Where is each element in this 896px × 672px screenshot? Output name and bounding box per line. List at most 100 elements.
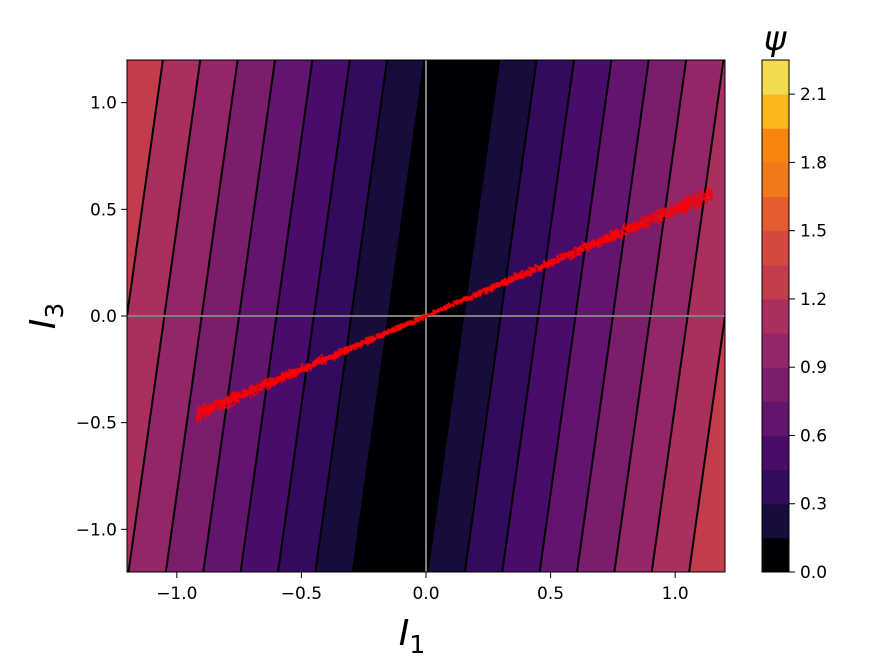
- scatter-point: [299, 368, 303, 371]
- scatter-point: [620, 229, 624, 232]
- scatter-point: [343, 352, 346, 356]
- scatter-point: [603, 238, 607, 242]
- scatter-point: [642, 223, 646, 227]
- scatter-point: [284, 372, 288, 375]
- scatter-point: [528, 273, 532, 277]
- scatter-point: [235, 399, 239, 402]
- colorbar-segment: [762, 469, 789, 505]
- scatter-point: [548, 260, 552, 264]
- scatter-point: [214, 403, 218, 406]
- y-tick-label: −0.5: [76, 414, 117, 434]
- scatter-point: [202, 413, 206, 417]
- x-tick-label: 0.0: [412, 584, 439, 604]
- scatter-point: [254, 388, 258, 391]
- scatter-point: [690, 196, 694, 200]
- scatter-point: [482, 289, 486, 292]
- scatter-point: [555, 254, 559, 258]
- scatter-point: [412, 321, 416, 325]
- scatter-point: [275, 381, 278, 385]
- scatter-point: [325, 358, 328, 362]
- colorbar-tick-label: 1.2: [800, 290, 827, 310]
- scatter-point: [451, 303, 454, 306]
- scatter-point: [665, 216, 669, 220]
- scatter-point: [518, 271, 522, 275]
- scatter-point: [350, 348, 353, 351]
- scatter-point: [663, 207, 667, 211]
- colorbar-tick-label: 2.1: [800, 85, 827, 105]
- scatter-point: [233, 402, 237, 406]
- scatter-point: [445, 307, 448, 311]
- scatter-point: [705, 192, 709, 196]
- scatter-point: [680, 198, 684, 202]
- scatter-point: [337, 349, 341, 353]
- scatter-point: [588, 243, 591, 246]
- scatter-point: [286, 376, 290, 380]
- scatter-point: [324, 361, 327, 365]
- colorbar-segment: [762, 367, 789, 402]
- scatter-point: [510, 275, 514, 278]
- scatter-point: [300, 363, 304, 366]
- scatter-point: [201, 408, 205, 411]
- scatter-point: [592, 245, 596, 249]
- scatter-point: [634, 221, 638, 225]
- scatter-point: [399, 327, 402, 331]
- scatter-point: [501, 279, 505, 282]
- scatter-point: [355, 347, 358, 351]
- scatter-point: [287, 373, 290, 376]
- scatter-point: [227, 396, 231, 400]
- scatter-point: [660, 213, 664, 217]
- scatter-point: [315, 362, 319, 366]
- scatter-point: [595, 241, 599, 245]
- scatter-point: [212, 405, 216, 409]
- colorbar-segment: [762, 537, 789, 573]
- scatter-point: [634, 226, 638, 230]
- scatter-point: [195, 420, 199, 424]
- scatter-point: [551, 264, 555, 267]
- scatter-point: [429, 312, 433, 316]
- scatter-point: [656, 209, 660, 213]
- colorbar-tick-label: 0.3: [800, 495, 827, 515]
- scatter-point: [627, 224, 631, 228]
- scatter-point: [570, 253, 574, 257]
- scatter-point: [417, 319, 421, 323]
- scatter-point: [551, 259, 555, 262]
- scatter-point: [566, 253, 570, 257]
- y-axis: −1.0 −0.5 0.0 0.5 1.0: [76, 94, 127, 540]
- colorbar-segment: [762, 94, 789, 129]
- scatter-point: [699, 193, 703, 197]
- scatter-point: [512, 279, 515, 283]
- scatter-point: [343, 348, 347, 351]
- scatter-point: [699, 201, 703, 204]
- scatter-point: [605, 233, 608, 237]
- scatter-point: [690, 199, 693, 203]
- contour-band: [876, 60, 896, 572]
- scatter-point: [230, 403, 234, 407]
- scatter-point: [506, 278, 510, 282]
- scatter-point: [271, 380, 275, 383]
- plot-area: [0, 60, 896, 572]
- scatter-point: [366, 343, 369, 346]
- scatter-point: [222, 398, 226, 402]
- scatter-point: [585, 246, 588, 250]
- scatter-point: [352, 345, 356, 348]
- scatter-point: [521, 276, 525, 280]
- scatter-point: [432, 310, 436, 313]
- scatter-point: [313, 363, 317, 367]
- scatter-point: [526, 269, 529, 273]
- scatter-point: [694, 208, 698, 211]
- scatter-point: [405, 322, 409, 325]
- scatter-point: [657, 220, 660, 224]
- scatter-point: [678, 211, 681, 215]
- scatter-point: [697, 195, 700, 199]
- scatter-point: [209, 405, 212, 409]
- scatter-point: [687, 197, 691, 201]
- scatter-point: [584, 242, 588, 246]
- scatter-point: [631, 224, 635, 228]
- contour-line: [0, 60, 13, 572]
- scatter-point: [455, 302, 458, 305]
- scatter-point: [681, 203, 684, 207]
- scatter-point: [355, 344, 359, 347]
- scatter-point: [599, 238, 602, 242]
- scatter-point: [457, 300, 461, 304]
- scatter-point: [238, 395, 242, 398]
